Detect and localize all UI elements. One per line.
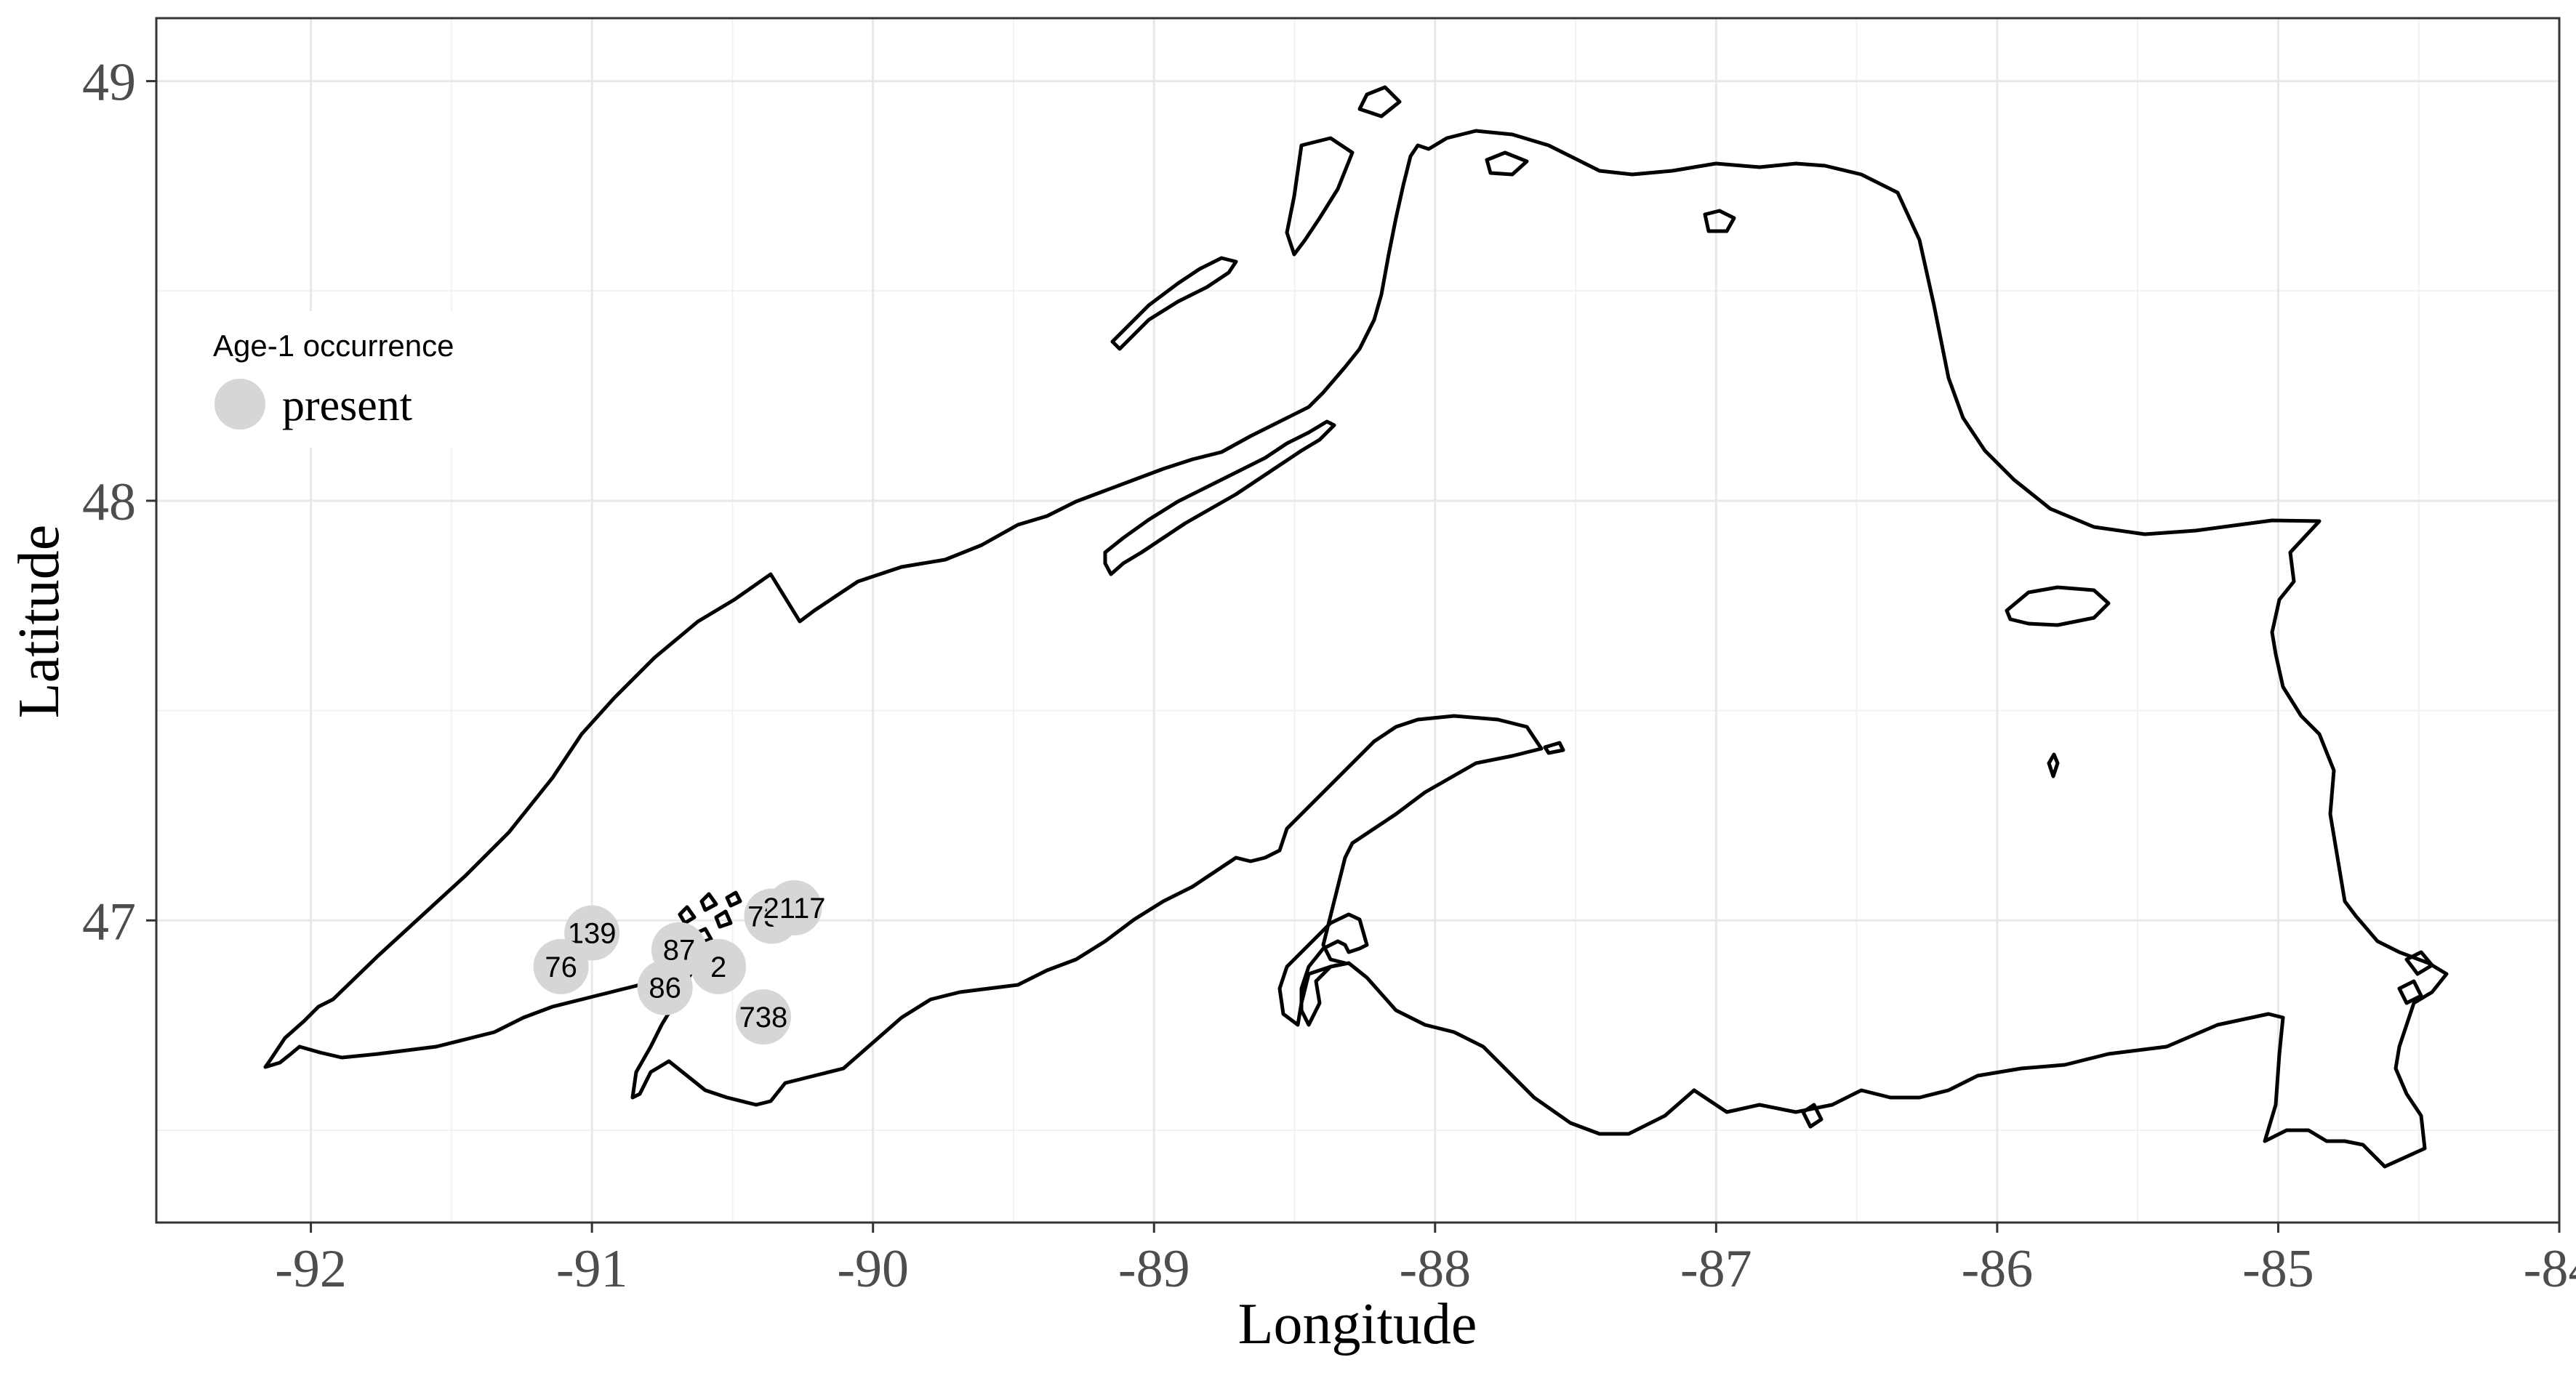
- site-label: 2: [710, 951, 726, 983]
- minor-gridlines: [156, 18, 2559, 1223]
- site-point: [691, 938, 747, 994]
- whitefish-islands: [2397, 950, 2434, 1005]
- legend: Age-1 occurrence present: [196, 311, 502, 448]
- x-tick-label: -86: [1962, 1239, 2034, 1299]
- x-tick-label: -88: [1399, 1239, 1471, 1299]
- site-point: [735, 989, 791, 1045]
- x-axis-title: Longitude: [1238, 1292, 1477, 1356]
- sampling-sites: 13976872867387312117: [533, 879, 825, 1045]
- legend-title: Age-1 occurrence: [213, 329, 454, 363]
- x-tick-label: -91: [556, 1239, 628, 1299]
- isle-royale: [1103, 419, 1336, 576]
- site-marker: 2: [691, 938, 747, 994]
- site-marker: 76: [533, 938, 589, 994]
- apostle-islands: [678, 886, 787, 946]
- black-bay-peninsula: [1110, 256, 1238, 351]
- site-label: 76: [545, 951, 577, 983]
- y-axis-title: Latitude: [7, 525, 71, 719]
- x-tick-label: -92: [275, 1239, 347, 1299]
- site-marker: 738: [735, 989, 791, 1045]
- y-tick-label: 47: [82, 892, 136, 951]
- site-label: 86: [649, 973, 681, 1004]
- x-tick-label: -84: [2524, 1239, 2576, 1299]
- site-label: 738: [739, 1002, 788, 1034]
- x-tick-label: -87: [1680, 1239, 1752, 1299]
- major-gridlines: [156, 18, 2561, 1223]
- site-marker: 2117: [763, 879, 825, 935]
- y-tick-label: 49: [82, 53, 136, 113]
- site-point: [637, 959, 693, 1015]
- site-point: [766, 879, 822, 935]
- x-tick-label: -89: [1118, 1239, 1190, 1299]
- lake-superior-shoreline: [263, 85, 2449, 1169]
- legend-label-present: present: [282, 381, 412, 430]
- x-axis-ticks: -92 -91 -90 -89 -88 -87 -86 -85 -84: [275, 1223, 2576, 1299]
- caribou-island: [2047, 752, 2060, 778]
- nipigon-bay-islands: [1285, 85, 1736, 257]
- y-axis-ticks: 47 48 49: [82, 53, 156, 951]
- y-tick-label: 48: [82, 472, 136, 532]
- x-tick-label: -85: [2242, 1239, 2314, 1299]
- site-marker: 86: [637, 959, 693, 1015]
- grand-island: [1801, 1103, 1823, 1129]
- michipicoten-island: [2005, 585, 2111, 627]
- huron-islands: [1543, 741, 1565, 755]
- legend-point-swatch: [214, 379, 265, 430]
- site-label: 2117: [763, 893, 825, 925]
- site-point: [533, 938, 589, 994]
- main-shoreline: [263, 129, 2449, 1169]
- x-tick-label: -90: [837, 1239, 909, 1299]
- panel-border: [155, 17, 2561, 1224]
